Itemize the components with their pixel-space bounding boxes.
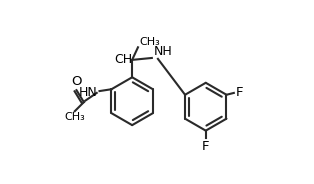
Text: F: F xyxy=(236,86,243,99)
Text: CH₃: CH₃ xyxy=(139,37,160,47)
Text: O: O xyxy=(71,75,82,88)
Text: F: F xyxy=(202,140,209,153)
Text: CH₃: CH₃ xyxy=(64,112,85,122)
Text: CH: CH xyxy=(114,53,132,66)
Text: NH: NH xyxy=(153,45,172,58)
Text: HN: HN xyxy=(79,86,98,98)
